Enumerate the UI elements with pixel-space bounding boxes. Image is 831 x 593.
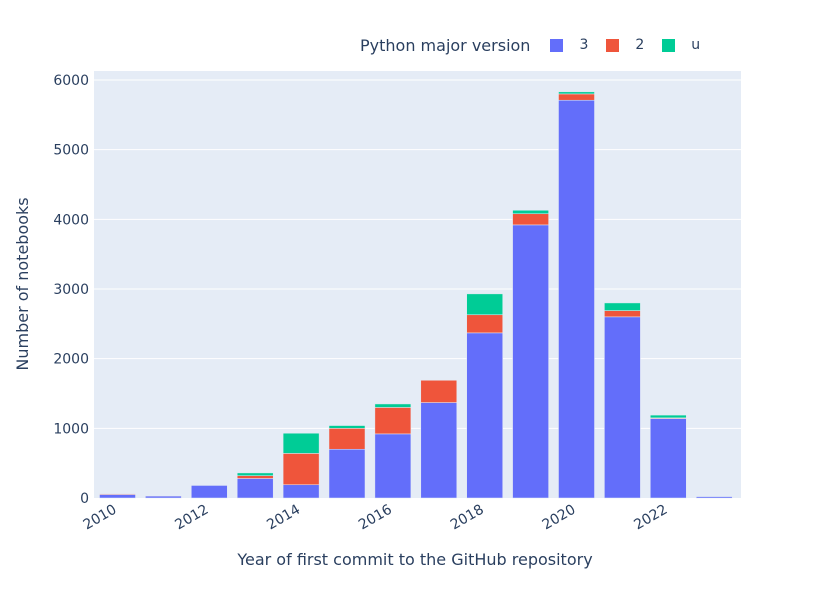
legend-swatch [662,38,676,52]
bar-segment-2-2019[interactable] [512,213,549,226]
bar-segment-u-2013[interactable] [236,472,274,476]
bar-segment-3-2023[interactable] [695,496,733,499]
y-axis-title: Number of notebooks [13,197,32,370]
bar-segment-u-2019[interactable] [512,210,549,215]
legend-item-2[interactable]: 2 [606,37,644,53]
bar-segment-2-2013[interactable] [236,475,274,479]
bar-segment-u-2018[interactable] [466,293,503,316]
bar-segment-3-2016[interactable] [374,433,412,499]
legend-swatch [550,38,564,52]
bar-segment-2-2016[interactable] [374,407,412,435]
y-tick-label: 3000 [53,282,89,298]
bar-segment-u-2022[interactable] [650,414,687,419]
bar-segment-u-2015[interactable] [328,425,366,429]
bar-segment-3-2020[interactable] [558,99,595,499]
legend-item-3[interactable]: 3 [550,37,588,53]
x-tick-label: 2020 [540,502,579,534]
x-axis-title: Year of first commit to the GitHub repos… [236,550,592,569]
x-tick-label: 2016 [356,502,395,534]
y-tick-label: 2000 [53,352,89,368]
bar-segment-3-2013[interactable] [236,478,274,499]
legend-swatch [606,38,620,52]
bar-segment-u-2014[interactable] [282,432,320,454]
bar-segment-3-2017[interactable] [420,402,458,499]
bar-segment-3-2019[interactable] [512,224,549,499]
bar-segment-2-2020[interactable] [558,93,595,101]
y-tick-label: 0 [80,491,89,507]
y-tick-label: 4000 [53,212,89,228]
bar-segment-2-2014[interactable] [282,453,320,486]
bar-segment-3-2015[interactable] [328,448,366,499]
x-tick-label: 2022 [631,502,670,534]
plot-background [94,71,741,498]
bar-segment-3-2010[interactable] [99,494,136,499]
bar-segment-3-2014[interactable] [282,484,320,499]
legend-item-u[interactable]: u [662,37,700,53]
legend-label: u [691,37,701,53]
bar-segment-u-2016[interactable] [374,403,412,408]
bar-segment-2-2021[interactable] [604,310,641,318]
x-tick-label: 2012 [172,502,211,534]
bar-segment-3-2018[interactable] [466,332,503,499]
bar-segment-3-2021[interactable] [604,316,641,499]
legend-label: 2 [635,37,645,53]
y-tick-label: 5000 [53,143,89,159]
legend-title: Python major version [360,35,531,55]
bar-segment-u-2020[interactable] [558,91,595,95]
bar-segment-2-2010[interactable] [99,493,136,495]
legend: Python major version 3 2 u [360,33,718,57]
bar-segment-2-2011[interactable] [145,495,182,497]
bar-segment-2-2015[interactable] [328,428,366,450]
bar-segment-u-2021[interactable] [604,302,641,311]
bar-segment-2-2017[interactable] [420,380,458,403]
x-tick-label: 2018 [448,502,487,534]
bar-segment-2-2018[interactable] [466,314,503,334]
y-tick-label: 1000 [53,421,89,437]
legend-label: 3 [579,37,589,53]
y-tick-label: 6000 [53,73,89,89]
x-tick-label: 2014 [264,502,303,534]
bar-segment-3-2022[interactable] [650,418,687,499]
bar-segment-3-2012[interactable] [191,485,228,499]
